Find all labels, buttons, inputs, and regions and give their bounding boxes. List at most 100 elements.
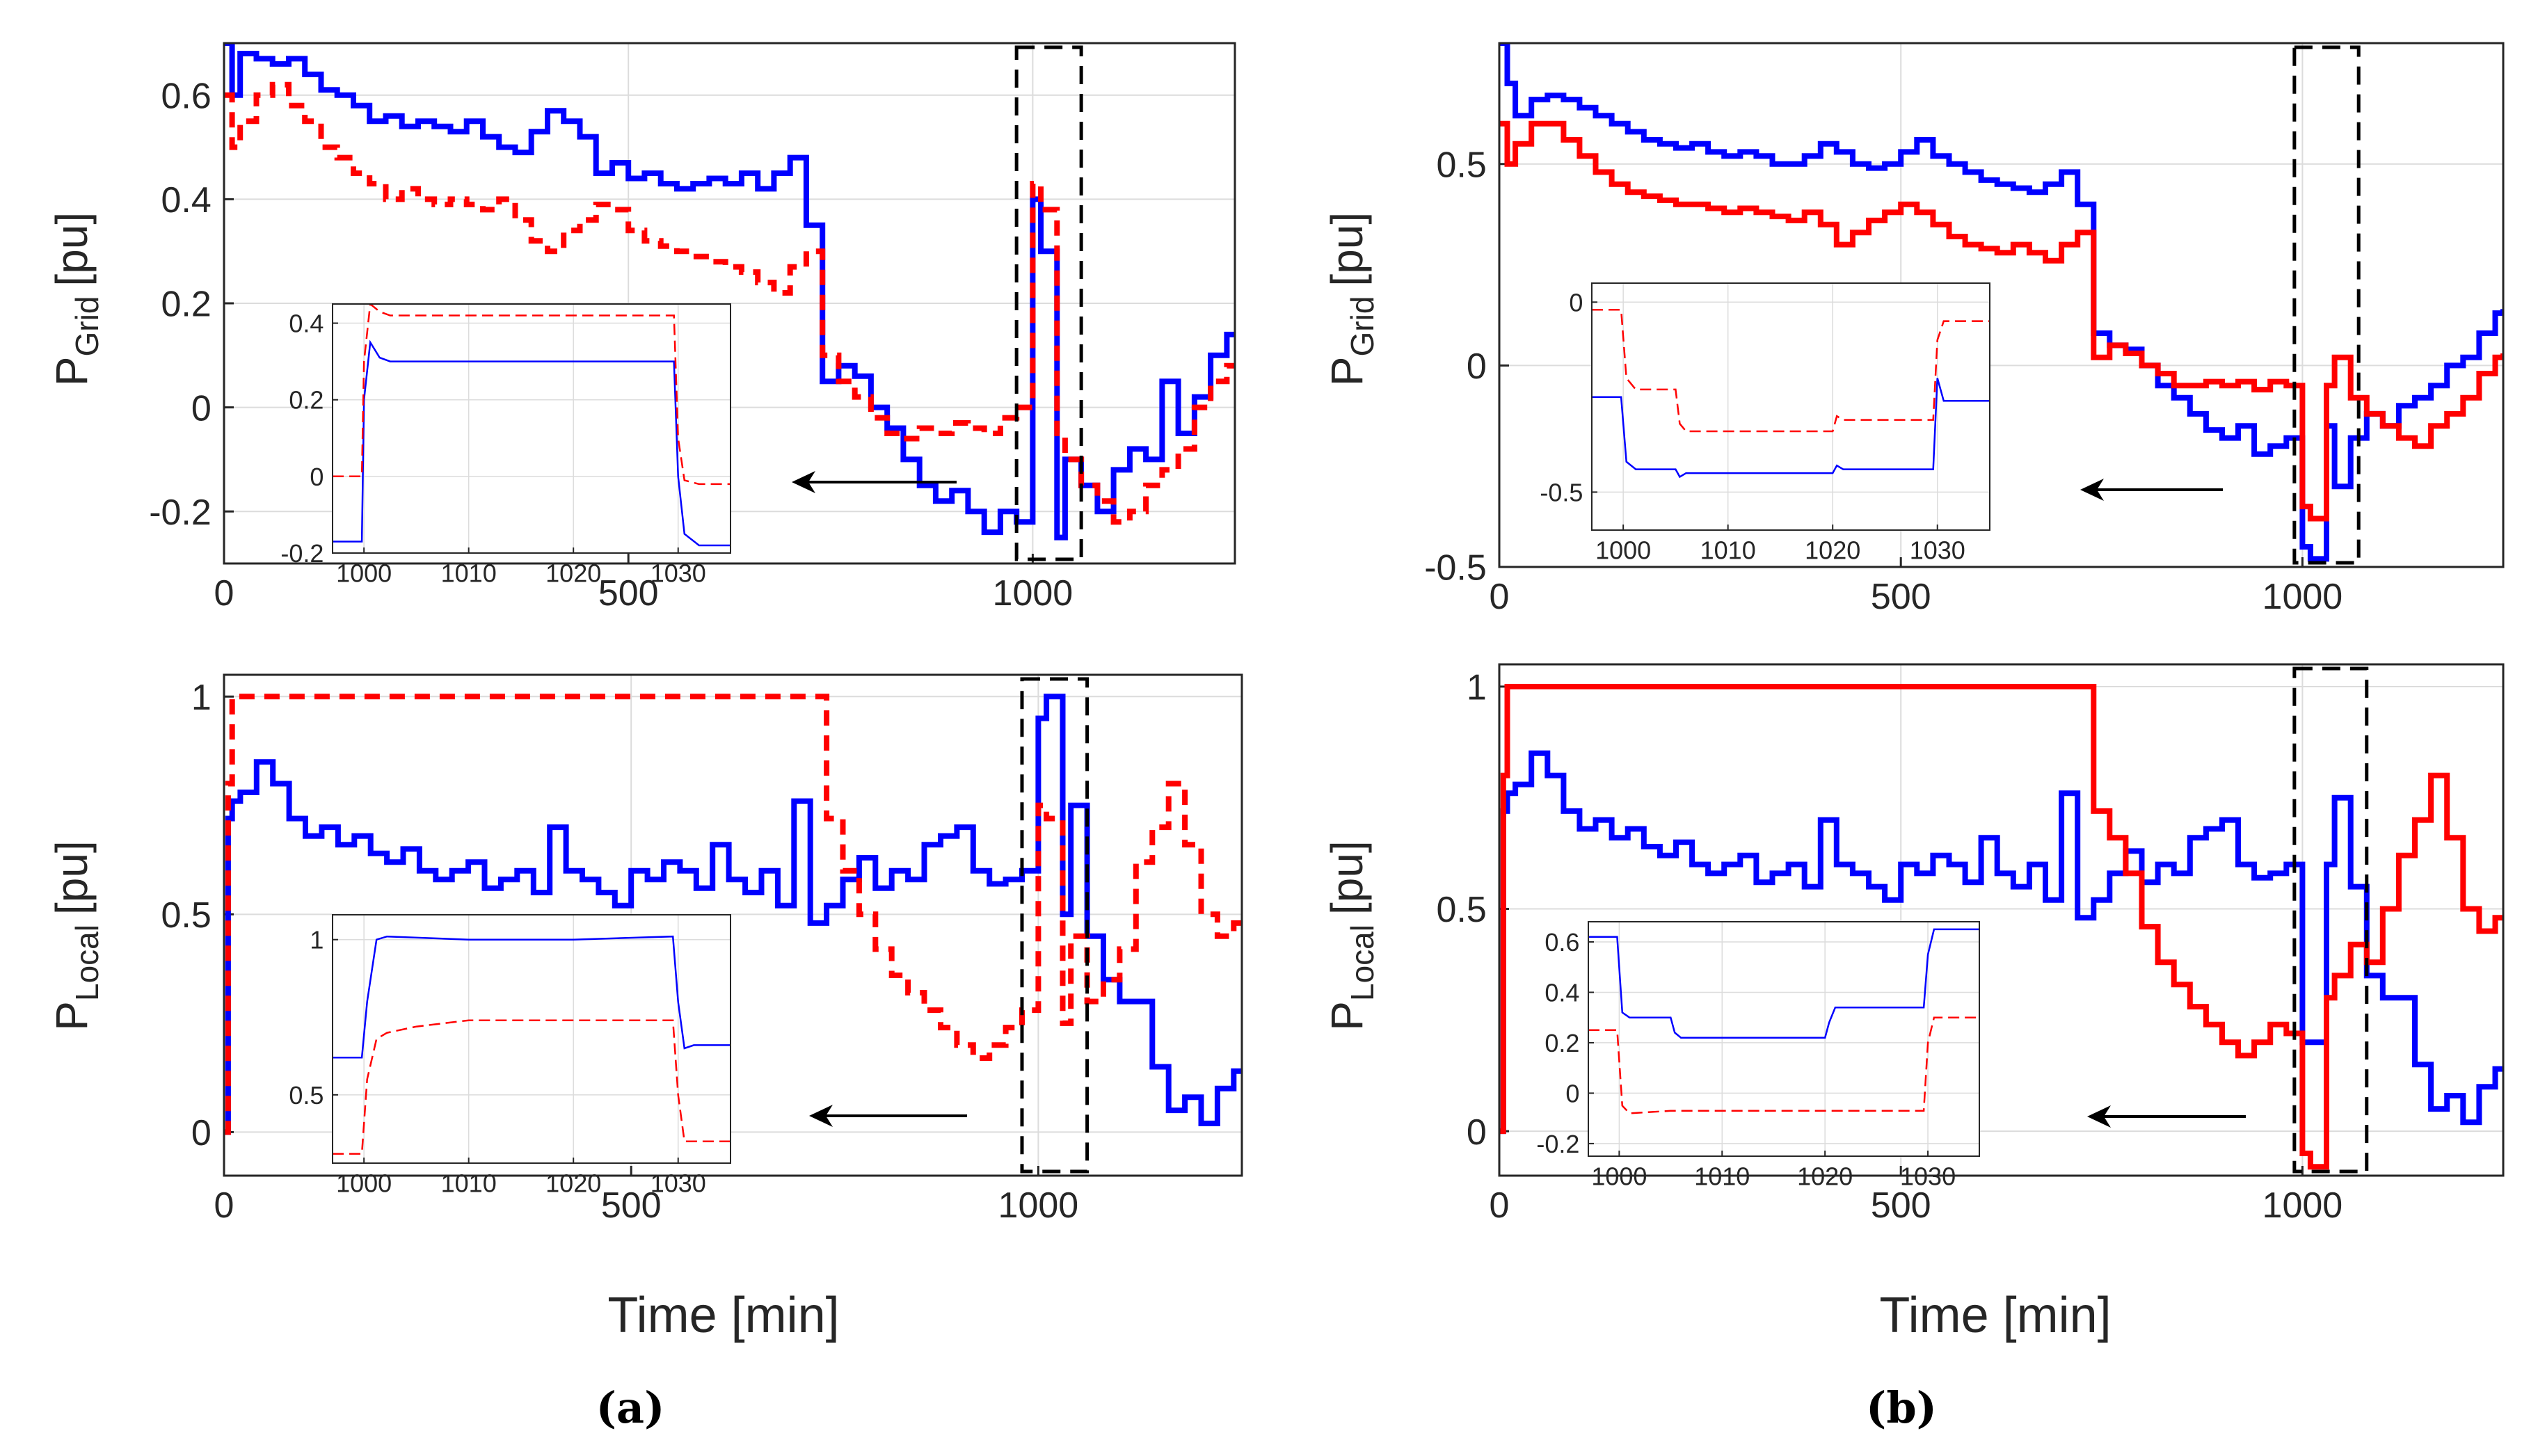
a-grid-inset-ytick-label-0: -0.2 [280, 539, 324, 568]
b-local-inset-xtick-label-0: 1000 [1591, 1162, 1647, 1190]
b-local-xtick-label-1: 500 [1871, 1185, 1931, 1226]
a-grid-inset-xtick-label-3: 1030 [651, 559, 706, 587]
a-local-xtick-label-2: 1000 [998, 1185, 1079, 1226]
b-local-ytick-label-1: 0.5 [1437, 890, 1487, 930]
ylabel-a-local: PLocal [pu] [47, 840, 105, 1030]
a-grid-inset-ytick-label-3: 0.4 [289, 309, 324, 337]
b-local-inset-xtick-label-3: 1030 [1900, 1162, 1956, 1190]
b-local-inset-xtick-label-1: 1010 [1694, 1162, 1750, 1190]
b-grid-xtick-label-2: 1000 [2262, 577, 2343, 617]
subpanel-label-b: (b) [1866, 1382, 1937, 1433]
b-grid-xtick-label-1: 500 [1871, 577, 1931, 617]
a-local-inset-frame [332, 914, 731, 1164]
a-local-series-blue [224, 694, 1242, 1135]
a-grid-xtick-label-0: 0 [214, 573, 234, 614]
ylabel-b-local-main: P [1322, 1001, 1372, 1031]
a-local-inset-ytick-label-1: 1 [310, 926, 324, 954]
a-local-inset-plot-bg [333, 915, 731, 1163]
b-local-inset-xtick-label-2: 1020 [1797, 1162, 1853, 1190]
a-grid-inset-xtick-label-0: 1000 [336, 559, 392, 587]
b-local-inset-frame [1588, 921, 1980, 1157]
a-local-arrow-head [809, 1105, 833, 1127]
a-grid-frame [223, 42, 1236, 565]
chart-a-local: 0 500 1000 0 0.5 1 1000 1010 1020 1030 0.5 1 [161, 673, 1243, 1226]
b-grid-inset-xtick-label-3: 1030 [1910, 536, 1965, 564]
a-grid-ytick-label-4: 0.6 [161, 77, 212, 117]
b-grid-series-red [1499, 120, 2503, 522]
b-grid-inset-ytick-label-0: -0.5 [1540, 478, 1583, 506]
b-local-ytick-label-2: 1 [1467, 668, 1487, 708]
ylabel-a-grid-main: P [47, 356, 97, 386]
xlabel-a: Time [min] [607, 1288, 839, 1343]
b-grid-inset-xtick-label-1: 1010 [1700, 536, 1756, 564]
a-local-inset-xtick-label-0: 1000 [336, 1169, 392, 1197]
a-local-inset: 1000 1010 1020 1030 0.5 1 [289, 914, 731, 1197]
a-grid-inset-plot-bg [333, 304, 731, 553]
ylabel-b-grid-unit: [pu] [1322, 212, 1372, 287]
b-grid-inset-ytick-label-1: 0 [1569, 288, 1583, 317]
a-local-inset-xtick-label-1: 1010 [441, 1169, 497, 1197]
a-grid-ytick-label-2: 0.2 [161, 285, 212, 325]
a-grid-inset-series-red [333, 304, 731, 486]
ylabel-a-grid-unit: [pu] [47, 212, 97, 287]
b-local-inset-ytick-label-4: 0.6 [1545, 928, 1579, 957]
a-grid-series-red [224, 81, 1235, 525]
b-local-ytick-label-0: 0 [1467, 1112, 1487, 1153]
b-grid-inset-plot-bg [1592, 283, 1990, 530]
b-local-inset-ytick-label-2: 0.2 [1545, 1029, 1579, 1057]
ylabel-b-grid-sub: Grid [1344, 296, 1380, 357]
b-local-inset-ytick-label-3: 0.4 [1545, 978, 1579, 1007]
a-local-ytick-label-0: 0 [191, 1113, 212, 1153]
b-local-inset-ytick-label-1: 0 [1565, 1079, 1579, 1107]
b-grid-frame [1498, 42, 2505, 568]
b-grid-ytick-label-0: -0.5 [1424, 548, 1487, 589]
ylabel-b-local-sub: Local [1344, 925, 1380, 1001]
b-local-inset: 1000 1010 1020 1030 -0.2 0 0.2 0.4 0.6 [1536, 921, 1980, 1190]
ylabel-b-grid: PGrid [pu] [1322, 212, 1380, 386]
ylabel-a-local-unit: [pu] [47, 840, 97, 915]
a-grid-ytick-label-1: 0 [191, 388, 212, 429]
ylabel-a-local-main: P [47, 1001, 97, 1031]
a-grid-zoom-box [1014, 45, 1083, 561]
a-local-series-red [224, 694, 1242, 1135]
a-grid-ytick-label-0: -0.2 [149, 493, 212, 533]
a-grid-inset-ytick-label-1: 0 [310, 463, 324, 491]
a-grid-inset-xtick-label-1: 1010 [441, 559, 497, 587]
a-local-inset-xtick-label-3: 1030 [651, 1169, 706, 1197]
b-grid-inset-xtick-label-2: 1020 [1805, 536, 1860, 564]
a-grid-arrow-head [792, 471, 815, 493]
ylabel-b-local: PLocal [pu] [1322, 840, 1380, 1030]
subpanel-label-a: (a) [596, 1382, 665, 1433]
a-local-inset-xtick-label-2: 1020 [545, 1169, 601, 1197]
a-grid-ytick-label-3: 0.4 [161, 180, 212, 221]
a-local-xtick-label-1: 500 [601, 1185, 662, 1226]
xlabel-b: Time [min] [1879, 1288, 2111, 1343]
b-grid-inset-series-blue [1592, 378, 1990, 479]
a-local-frame [223, 673, 1243, 1177]
a-local-ytick-label-2: 1 [191, 678, 212, 718]
a-local-inset-series-blue [333, 935, 731, 1059]
a-grid-inset: 1000 1010 1020 1030 -0.2 0 0.2 0.4 [280, 303, 731, 587]
ylabel-a-local-sub: Local [69, 925, 105, 1001]
b-local-inset-ytick-label-0: -0.2 [1536, 1130, 1579, 1158]
b-grid-ytick-label-2: 0.5 [1437, 145, 1487, 185]
a-local-inset-ytick-label-0: 0.5 [289, 1081, 324, 1110]
b-local-series-red [1499, 684, 2503, 1170]
b-grid-arrow-head [2080, 479, 2104, 501]
b-grid-series-blue [1499, 43, 2503, 562]
b-grid-xtick-label-0: 0 [1490, 577, 1510, 617]
a-grid-xtick-label-1: 500 [598, 573, 659, 614]
b-local-inset-series-red [1588, 1016, 1979, 1114]
b-local-inset-plot-bg [1588, 922, 1979, 1156]
b-local-xtick-label-2: 1000 [2262, 1185, 2343, 1226]
ylabel-a-grid-sub: Grid [69, 296, 105, 357]
ylabel-a-grid: PGrid [pu] [47, 212, 105, 386]
a-grid-xtick-label-2: 1000 [993, 573, 1074, 614]
b-grid-inset: 1000 1010 1020 1030 -0.5 0 [1540, 282, 1990, 564]
a-local-zoom-box [1020, 677, 1090, 1174]
b-grid-inset-series-red [1592, 308, 1990, 433]
b-grid-inset-frame [1591, 282, 1990, 531]
